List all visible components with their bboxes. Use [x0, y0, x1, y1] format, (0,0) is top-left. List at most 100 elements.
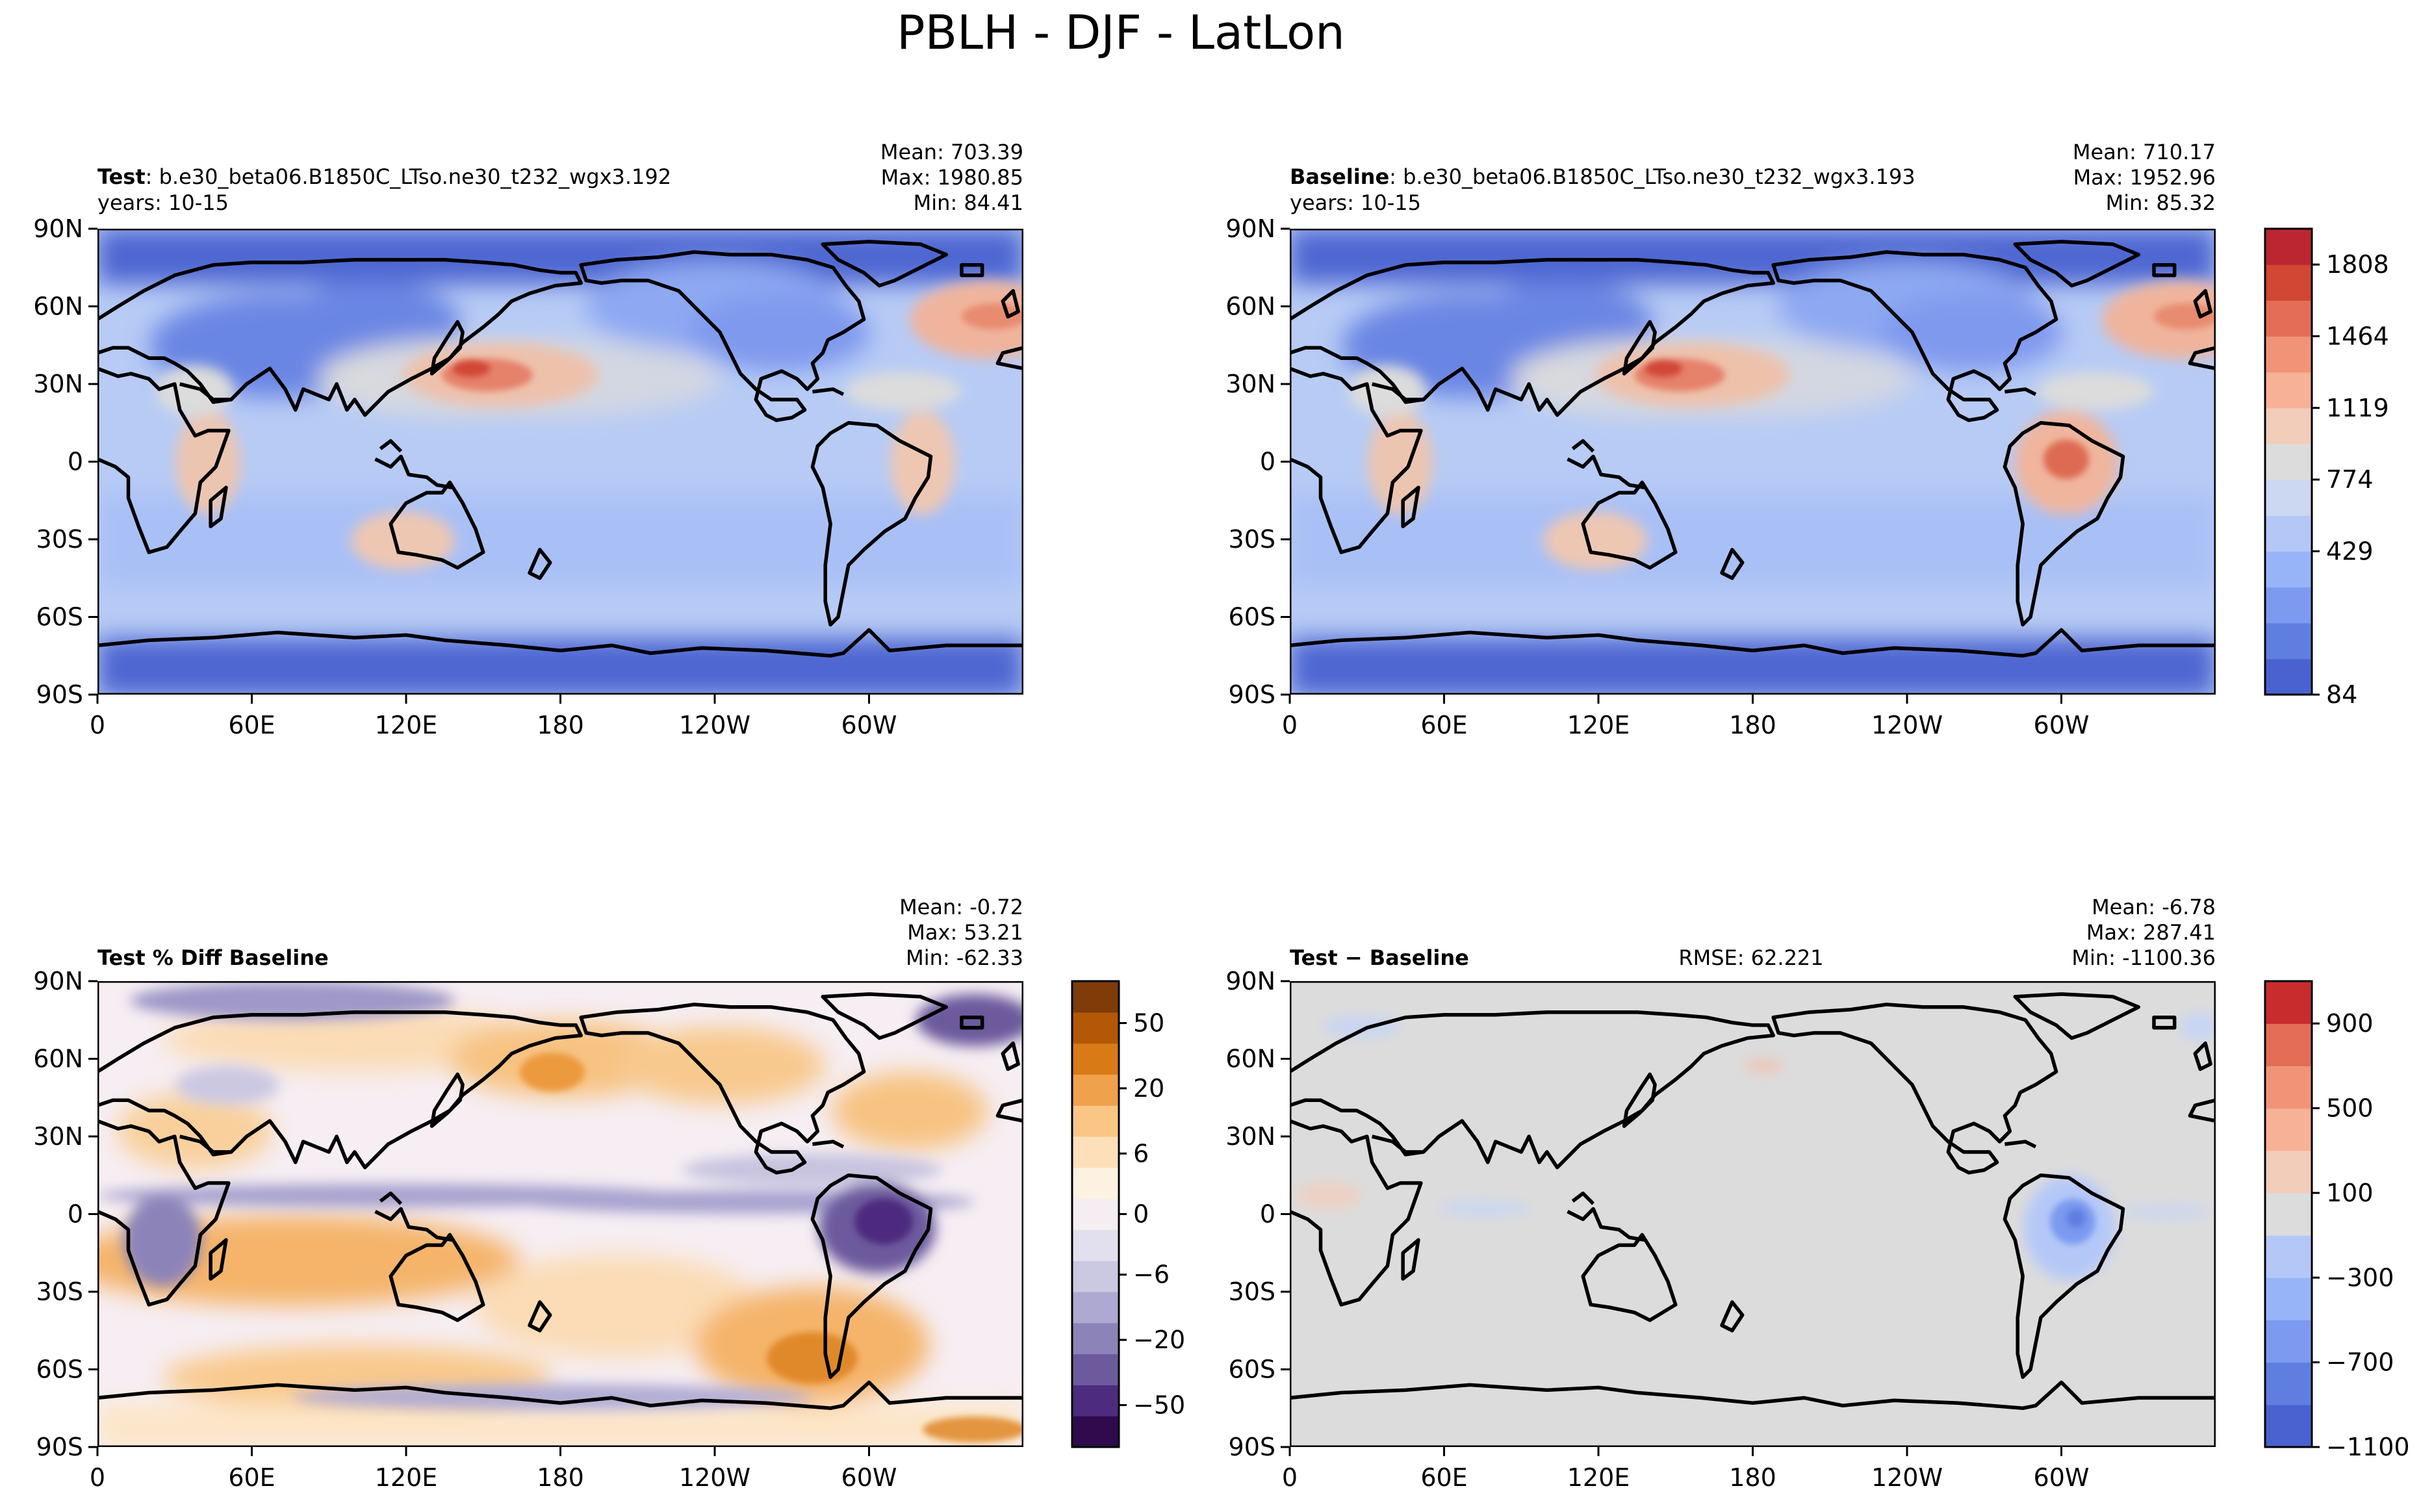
lon-tick-label: 60W [2034, 711, 2090, 739]
colorbar-tick-label: 50 [1133, 1009, 1164, 1038]
panel-diff-stat-min: Min: -1100.36 [2071, 945, 2216, 970]
lat-tick-label: 30N [33, 1122, 83, 1151]
panel-baseline-label-bold: Baseline [1290, 164, 1389, 189]
lat-tick-label: 60N [1225, 292, 1275, 321]
colorbar-tick-label: 429 [2326, 537, 2374, 565]
panel-baseline-label-rest: : b.e30_beta06.B1850C_LTso.ne30_t232_wgx… [1389, 164, 1915, 189]
lon-tick-label: 120W [1871, 711, 1943, 739]
lon-tick-label: 0 [1282, 711, 1298, 739]
colorbar-segment [1072, 1012, 1119, 1044]
lon-tick-label: 180 [537, 1463, 584, 1492]
panel-baseline-stat-min: Min: 85.32 [2106, 190, 2216, 215]
colorbar-segment [1072, 1229, 1119, 1261]
colorbar-segment [1072, 1136, 1119, 1168]
lat-tick-label: 30S [1229, 1277, 1275, 1306]
lat-tick-label: 90S [1229, 680, 1275, 709]
colorbar-main: 1808 1464 1119 774 429 84 [2264, 227, 2389, 709]
lat-tick-label: 30N [1225, 1122, 1275, 1151]
lat-tick-label: 60S [36, 1355, 83, 1384]
map-test [97, 229, 1023, 695]
colorbar-segment [1072, 1105, 1119, 1137]
lat-tick-label: 30S [1229, 525, 1275, 554]
colorbar-tick-label: 20 [1133, 1074, 1164, 1103]
colorbar-segment [2265, 1066, 2312, 1109]
lat-tick-label: 60S [36, 603, 83, 632]
lon-tick-label: 120E [375, 711, 438, 739]
lat-tick-label: 60S [1229, 603, 1275, 632]
colorbar-tick-label: −1100 [2326, 1433, 2410, 1461]
colorbar-segment [2265, 264, 2312, 301]
colorbar-segment [2265, 658, 2312, 695]
panel-pctdiff-stat-max: Max: 53.21 [907, 920, 1023, 945]
panel-test-stat-max: Max: 1980.85 [881, 165, 1023, 190]
colorbar-segment [2265, 1023, 2312, 1066]
lon-tick-label: 0 [90, 711, 105, 739]
lat-tick-label: 90N [1225, 967, 1275, 995]
colorbar-tick-label: 500 [2326, 1094, 2374, 1123]
colorbar-segment [2265, 981, 2312, 1024]
lon-tick-label: 120W [1871, 1463, 1943, 1492]
lon-tick-label: 180 [537, 711, 584, 739]
map-pctdiff [97, 981, 1023, 1447]
lon-tick-label: 180 [1729, 711, 1776, 739]
colorbar-pctdiff: 50 20 6 0 −6 −20 −50 [1071, 980, 1185, 1448]
lat-tick-label: 90S [36, 680, 83, 709]
lat-tick-label: 0 [1260, 448, 1275, 476]
lon-tick-label: 120W [679, 1463, 750, 1492]
colorbar-tick-label: 6 [1133, 1139, 1149, 1168]
lat-tick-label: 90S [36, 1433, 83, 1461]
colorbar-segment [2265, 443, 2312, 480]
colorbar-tick-label: −700 [2326, 1348, 2394, 1377]
panel-pctdiff: Test % Diff Baseline Mean: -0.72 Max: 53… [33, 895, 1023, 1492]
lon-tick-label: 120E [1567, 711, 1630, 739]
colorbar-tick-label: −300 [2326, 1263, 2394, 1292]
colorbar-segment [2265, 622, 2312, 660]
panel-baseline: Baseline: b.e30_beta06.B1850C_LTso.ne30_… [1225, 140, 2216, 739]
lat-tick-label: 30N [33, 370, 83, 398]
colorbar-segment [2265, 1362, 2312, 1405]
lon-tick-label: 60E [1420, 1463, 1467, 1492]
panel-diff: Test − Baseline RMSE: 62.221 Mean: -6.78… [1225, 895, 2216, 1492]
colorbar-segment [1072, 1353, 1119, 1385]
panel-test: Test: b.e30_beta06.B1850C_LTso.ne30_t232… [33, 140, 1023, 739]
colorbar-tick-label: −50 [1133, 1390, 1185, 1419]
colorbar-segment [1072, 1167, 1119, 1199]
lat-tick-label: 0 [1260, 1200, 1275, 1229]
colorbar-tick-label: 1119 [2326, 394, 2389, 422]
panel-test-stat-min: Min: 84.41 [914, 190, 1023, 215]
lon-tick-label: 120W [679, 711, 750, 739]
panel-test-years: years: 10-15 [97, 190, 229, 215]
lat-tick-label: 30S [36, 525, 83, 554]
panel-baseline-label: Baseline: b.e30_beta06.B1850C_LTso.ne30_… [1290, 164, 1915, 189]
colorbar-segment [1072, 1416, 1119, 1448]
panel-test-label-bold: Test [97, 164, 146, 189]
colorbar-segment [2265, 480, 2312, 516]
lat-tick-label: 30S [36, 1277, 83, 1306]
lat-tick-label: 0 [68, 1200, 83, 1229]
colorbar-segment [1072, 1198, 1119, 1230]
colorbar-segment [2265, 1404, 2312, 1448]
panel-diff-label: Test − Baseline [1290, 945, 1469, 970]
colorbar-segment [2265, 372, 2312, 409]
lat-tick-label: 90N [33, 967, 83, 995]
lon-tick-label: 60E [228, 1463, 275, 1492]
colorbar-segment [1072, 1292, 1119, 1324]
panel-pctdiff-stat-min: Min: -62.33 [906, 945, 1023, 970]
panel-baseline-years: years: 10-15 [1290, 190, 1421, 215]
figure-title: PBLH - DJF - LatLon [897, 5, 1345, 60]
colorbar-tick-label: −6 [1133, 1261, 1170, 1289]
colorbar-tick-label: 0 [1133, 1200, 1149, 1229]
colorbar-segment [2265, 336, 2312, 373]
colorbar-segment [2265, 515, 2312, 552]
colorbar-diff: 900 500 100 −300 −700 −1100 [2264, 980, 2410, 1461]
colorbar-segment [2265, 1108, 2312, 1151]
lat-tick-label: 60N [1225, 1045, 1275, 1073]
panel-test-stat-mean: Mean: 703.39 [880, 140, 1023, 164]
lon-tick-label: 60W [2034, 1463, 2090, 1492]
map-diff [1290, 981, 2216, 1447]
